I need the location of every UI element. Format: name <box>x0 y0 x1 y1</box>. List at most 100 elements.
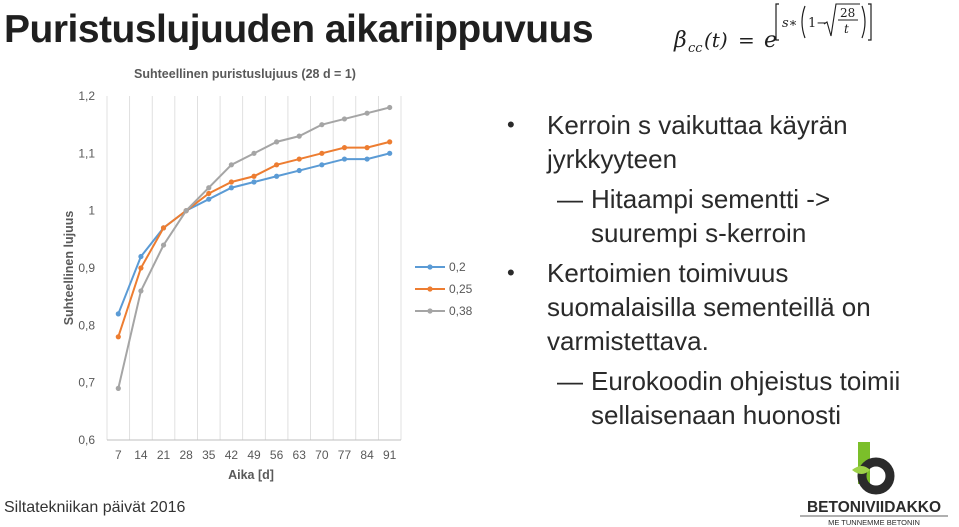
data-point <box>274 162 280 168</box>
data-point <box>387 150 393 156</box>
chart-legend: 0,2 0,25 0,38 <box>415 260 473 318</box>
x-tick-label: 14 <box>134 448 148 462</box>
bullet-line: Kertoimien toimivuus <box>547 258 789 288</box>
chart-xlabel: Aika [d] <box>228 468 274 482</box>
x-tick-label: 56 <box>270 448 284 462</box>
formula-bracket-right <box>868 3 872 41</box>
dash-icon: — <box>557 366 583 396</box>
x-tick-label: 28 <box>179 448 193 462</box>
data-point <box>341 145 348 151</box>
data-point <box>251 173 257 179</box>
legend-label: 0,38 <box>449 304 473 318</box>
formula-exp-one: 1− <box>808 16 827 31</box>
data-point <box>138 253 144 260</box>
sub-bullet-line: Eurokoodin ohjeistus toimii <box>591 366 901 396</box>
formula-base: e <box>764 28 777 53</box>
bullet-line: suomalaisilla sementeillä on <box>547 292 871 322</box>
slide-title: Puristuslujuuden aikariippuvuus <box>4 8 594 51</box>
formula-arg: (t) <box>704 28 728 52</box>
y-tick-label: 0,7 <box>78 376 95 390</box>
data-point <box>364 145 370 151</box>
x-tick-label: 35 <box>202 448 216 462</box>
sub-bullet-line: sellaisenaan huonosti <box>591 400 842 430</box>
series-line <box>117 106 390 389</box>
x-tick-label: 49 <box>247 448 261 462</box>
chart-xticks: 7 14 21 28 35 42 49 56 63 70 77 84 91 <box>115 448 397 462</box>
chart-ylabel: Suhteellinen lujuus <box>62 211 76 326</box>
data-point <box>274 173 280 179</box>
bullet-item: • Kertoimien toimivuus suomalaisilla sem… <box>505 256 955 358</box>
logo-b-bowl <box>857 457 895 495</box>
bullet-item: • Kerroin s vaikuttaa käyrän jyrkkyyteen <box>505 108 955 176</box>
logo-tagline: ME TUNNEMME BETONIN <box>828 518 920 527</box>
bullet-dot-icon: • <box>507 260 515 285</box>
legend-marker <box>427 264 433 270</box>
legend-marker <box>427 286 433 292</box>
data-point <box>296 156 302 162</box>
y-tick-label: 0,6 <box>78 433 95 447</box>
chart-series <box>115 104 393 391</box>
chart-title: Suhteellinen puristuslujuus (28 d = 1) <box>134 67 356 81</box>
data-point <box>228 162 234 168</box>
data-point <box>115 334 121 340</box>
chart: Suhteellinen puristuslujuus (28 d = 1) S… <box>62 67 473 482</box>
data-point <box>138 265 144 271</box>
bullet-line: Kerroin s vaikuttaa käyrän <box>547 110 848 140</box>
x-tick-label: 7 <box>115 448 122 462</box>
data-point <box>206 196 212 202</box>
data-point <box>341 116 348 122</box>
series-line <box>117 140 390 338</box>
x-tick-label: 77 <box>338 448 352 462</box>
sub-bullet-item: — Hitaampi sementti -> suurempi s-kerroi… <box>505 182 955 250</box>
data-point <box>206 185 212 191</box>
data-point <box>115 385 121 391</box>
dash-icon: — <box>557 184 583 214</box>
y-tick-label: 1,1 <box>78 146 95 160</box>
x-tick-label: 21 <box>157 448 171 462</box>
logo-leaf <box>852 466 870 474</box>
bullet-line: jyrkkyyteen <box>547 144 678 174</box>
data-point <box>341 156 348 162</box>
formula-paren-left <box>801 5 806 39</box>
x-tick-label: 84 <box>360 448 374 462</box>
data-point <box>319 122 325 128</box>
formula-sqrt <box>823 3 860 37</box>
data-point <box>364 156 370 162</box>
formula-bracket-left <box>775 3 779 41</box>
data-point <box>206 190 212 197</box>
data-point <box>183 208 189 214</box>
formula-exp-den: t <box>844 22 849 36</box>
chart-yticks: 0,6 0,7 0,8 0,9 1 1,1 1,2 <box>78 89 95 447</box>
x-tick-label: 42 <box>225 448 239 462</box>
formula-exp-s: s∗ <box>782 16 798 31</box>
betoniviidakko-logo: BETONIVIIDAKKO ME TUNNEMME BETONIN <box>800 442 948 527</box>
data-point <box>319 162 325 168</box>
formula-exp-num: 28 <box>840 6 855 20</box>
legend-label: 0,25 <box>449 282 473 296</box>
data-point <box>228 185 234 191</box>
bullet-list: • Kerroin s vaikuttaa käyrän jyrkkyyteen… <box>505 108 955 432</box>
footer-text: Siltatekniikan päivät 2016 <box>4 499 186 516</box>
data-point <box>228 179 234 185</box>
formula-beta-sub: cc <box>688 41 703 56</box>
x-tick-label: 70 <box>315 448 329 462</box>
sub-bullet-item: — Eurokoodin ohjeistus toimii sellaisena… <box>505 364 955 432</box>
formula-paren-right <box>861 5 866 39</box>
y-tick-label: 1,2 <box>78 89 95 103</box>
formula-equals: = <box>738 28 755 52</box>
legend-marker <box>427 308 433 314</box>
logo-brand: BETONIVIIDAKKO <box>807 499 941 516</box>
legend-label: 0,2 <box>449 260 466 274</box>
bullet-line: varmistettava. <box>547 326 709 356</box>
sub-bullet-line: Hitaampi sementti -> <box>591 184 831 214</box>
data-point <box>115 311 121 317</box>
formula: β cc (t) = e s∗ 1− 28 t <box>673 3 872 56</box>
x-tick-label: 91 <box>383 448 397 462</box>
y-tick-label: 0,9 <box>78 261 95 275</box>
x-tick-label: 63 <box>293 448 307 462</box>
data-point <box>274 139 280 145</box>
data-point <box>251 179 257 185</box>
data-point <box>138 288 144 294</box>
data-point <box>364 110 370 116</box>
data-point <box>319 150 325 156</box>
